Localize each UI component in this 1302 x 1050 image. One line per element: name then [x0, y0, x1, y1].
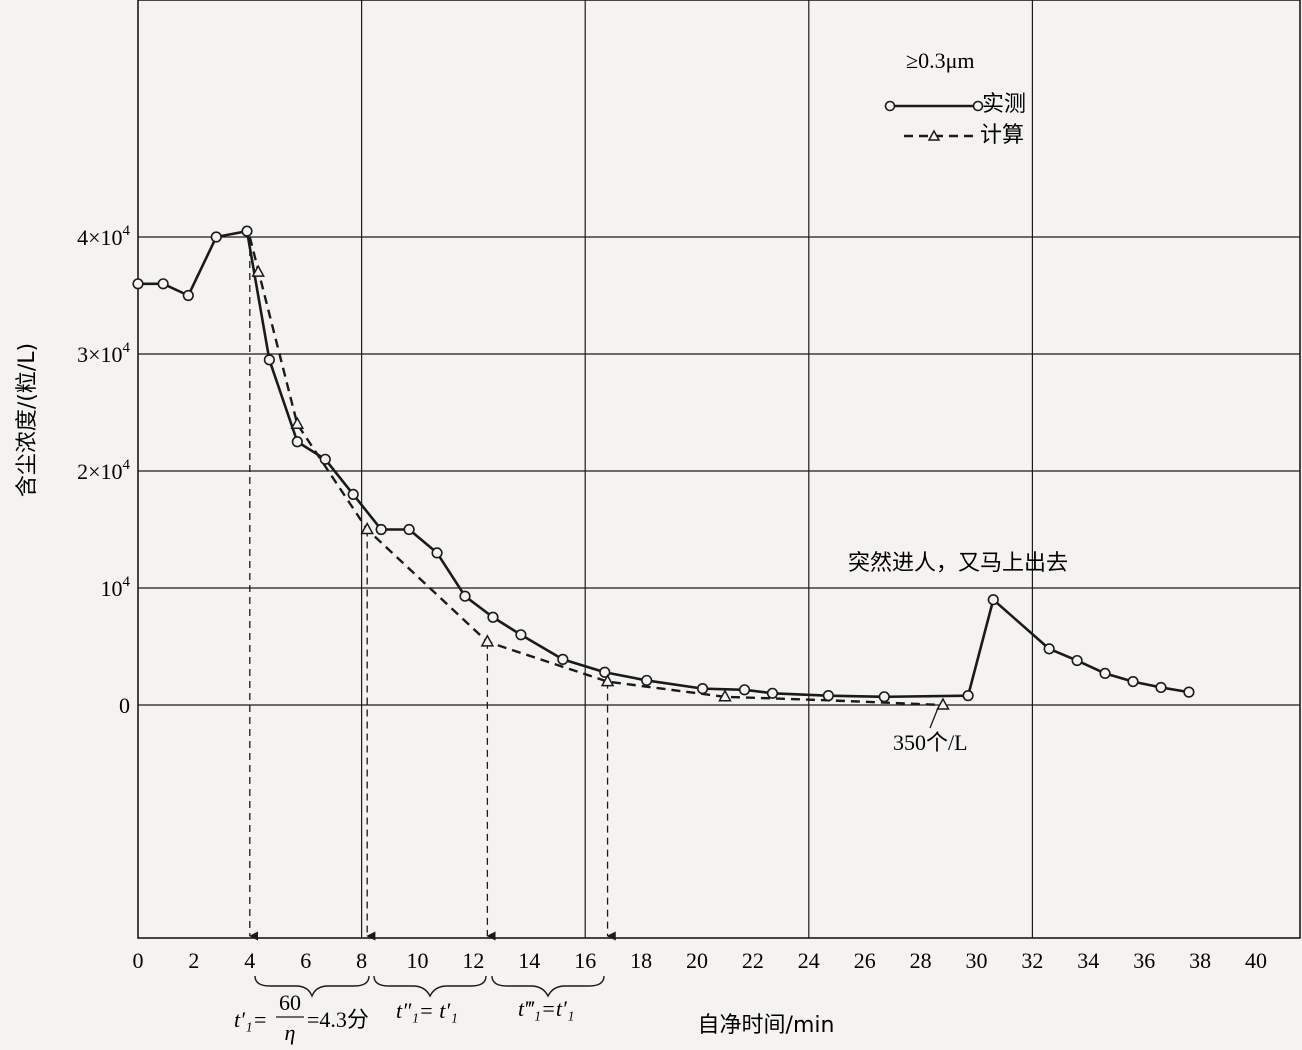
data-point-measured: [515, 629, 527, 641]
annotation-t1-denominator: η: [285, 1020, 296, 1045]
x-tick-label: 8: [356, 948, 367, 973]
data-point-measured: [1043, 643, 1055, 655]
data-point-calculated: [936, 697, 950, 710]
legend: ≥0.3μm 实测 计算: [884, 48, 1026, 148]
y-tick-label: 2×104: [77, 457, 130, 484]
series-line-0: [138, 229, 1190, 699]
x-tick-label: 40: [1245, 948, 1267, 973]
x-tick-label: 24: [798, 948, 820, 973]
data-point-calculated: [718, 689, 732, 702]
x-tick-label: 0: [133, 948, 144, 973]
annotation-t1-numerator: 60: [279, 990, 301, 1015]
vertical-markers: [248, 237, 616, 941]
x-axis-label: 自净时间/min: [698, 1013, 835, 1038]
legend-marker-measured: [972, 100, 984, 112]
legend-header: ≥0.3μm: [906, 48, 974, 73]
interval-braces: [254, 975, 605, 998]
annotation-t1-suffix: =4.3分: [307, 1007, 369, 1032]
x-tick-label: 16: [574, 948, 596, 973]
data-point-measured: [1099, 667, 1111, 680]
plot-frame: [137, 0, 1301, 939]
x-tick-label: 4: [244, 948, 255, 973]
data-point-measured: [459, 590, 471, 602]
data-point-measured: [987, 594, 999, 606]
data-point-measured: [1183, 686, 1195, 698]
x-tick-label: 28: [910, 948, 932, 973]
data-point-measured: [738, 684, 751, 696]
data-point-measured: [241, 225, 253, 237]
x-tick-label: 32: [1021, 948, 1043, 973]
data-point-measured: [319, 453, 331, 465]
x-tick-label: 26: [854, 948, 876, 973]
data-point-measured: [766, 687, 779, 699]
x-tick-label: 22: [742, 948, 764, 973]
data-point-measured: [431, 547, 443, 559]
data-point-measured: [263, 354, 275, 366]
y-tick-label: 4×104: [77, 223, 130, 250]
y-tick-label: 3×104: [77, 340, 130, 367]
annotation-min-value: 350个/L: [893, 730, 968, 755]
x-tick-label: 34: [1077, 948, 1099, 973]
grid-lines: [138, 0, 1300, 938]
data-point-measured: [347, 488, 359, 501]
x-tick-label: 18: [630, 948, 652, 973]
legend-marker-measured: [884, 100, 896, 112]
x-tick-label: 38: [1189, 948, 1211, 973]
legend-label-calculated: 计算: [980, 123, 1024, 148]
data-point-calculated: [251, 264, 265, 277]
data-point-measured: [1155, 681, 1167, 694]
x-tick-labels: 0 2 4 6 8 10 12 14 16 18 20 22 24 26 28 30 32 34 36 38 40: [133, 948, 1268, 973]
legend-marker-calculated: [927, 129, 941, 141]
data-point-measured: [291, 436, 303, 448]
data-point-measured: [878, 691, 890, 703]
data-point-measured: [696, 683, 709, 695]
data-point-measured: [182, 289, 194, 302]
x-tick-label: 12: [462, 948, 484, 973]
x-tick-label: 20: [686, 948, 708, 973]
data-point-measured: [1071, 654, 1083, 667]
x-tick-label: 10: [407, 948, 429, 973]
data-point-measured: [599, 666, 611, 678]
series-layer: [132, 225, 1195, 710]
y-tick-labels: 4×104 3×104 2×104 104 0: [77, 223, 130, 718]
annotation-t1: t′₁= 60 η =4.3分: [234, 990, 369, 1045]
data-point-calculated: [480, 634, 495, 647]
data-point-measured: [822, 690, 834, 702]
y-tick-label: 104: [101, 574, 131, 601]
y-axis-label: 含尘浓度/(粒/L): [15, 343, 40, 497]
annotation-spike: 突然进人，又马上出去: [848, 551, 1068, 576]
legend-label-measured: 实测: [982, 92, 1026, 117]
annotation-t2: t″₁= t′₁: [396, 998, 458, 1023]
annotation-min-leader: [929, 707, 939, 729]
data-point-measured: [132, 278, 144, 290]
data-point-measured: [557, 653, 569, 665]
data-point-calculated: [360, 521, 374, 535]
annotation-t3: t‴₁=t′₁: [518, 996, 574, 1021]
data-point-measured: [403, 523, 415, 536]
data-point-measured: [375, 523, 387, 536]
annotation-t1-prefix: t′₁=: [234, 1007, 267, 1032]
y-tick-label: 0: [119, 693, 130, 718]
x-tick-label: 2: [188, 948, 199, 973]
data-point-measured: [210, 231, 222, 243]
data-point-calculated: [290, 416, 305, 429]
data-point-calculated: [600, 674, 615, 687]
x-tick-label: 14: [518, 948, 540, 973]
data-point-measured: [1127, 675, 1139, 688]
data-point-measured: [487, 611, 499, 623]
data-point-measured: [157, 278, 169, 290]
data-point-measured: [641, 674, 653, 687]
data-point-measured: [962, 690, 974, 702]
x-tick-label: 6: [300, 948, 311, 973]
series-line-1: [248, 236, 944, 707]
x-tick-label: 36: [1133, 948, 1155, 973]
x-tick-label: 30: [966, 948, 988, 973]
